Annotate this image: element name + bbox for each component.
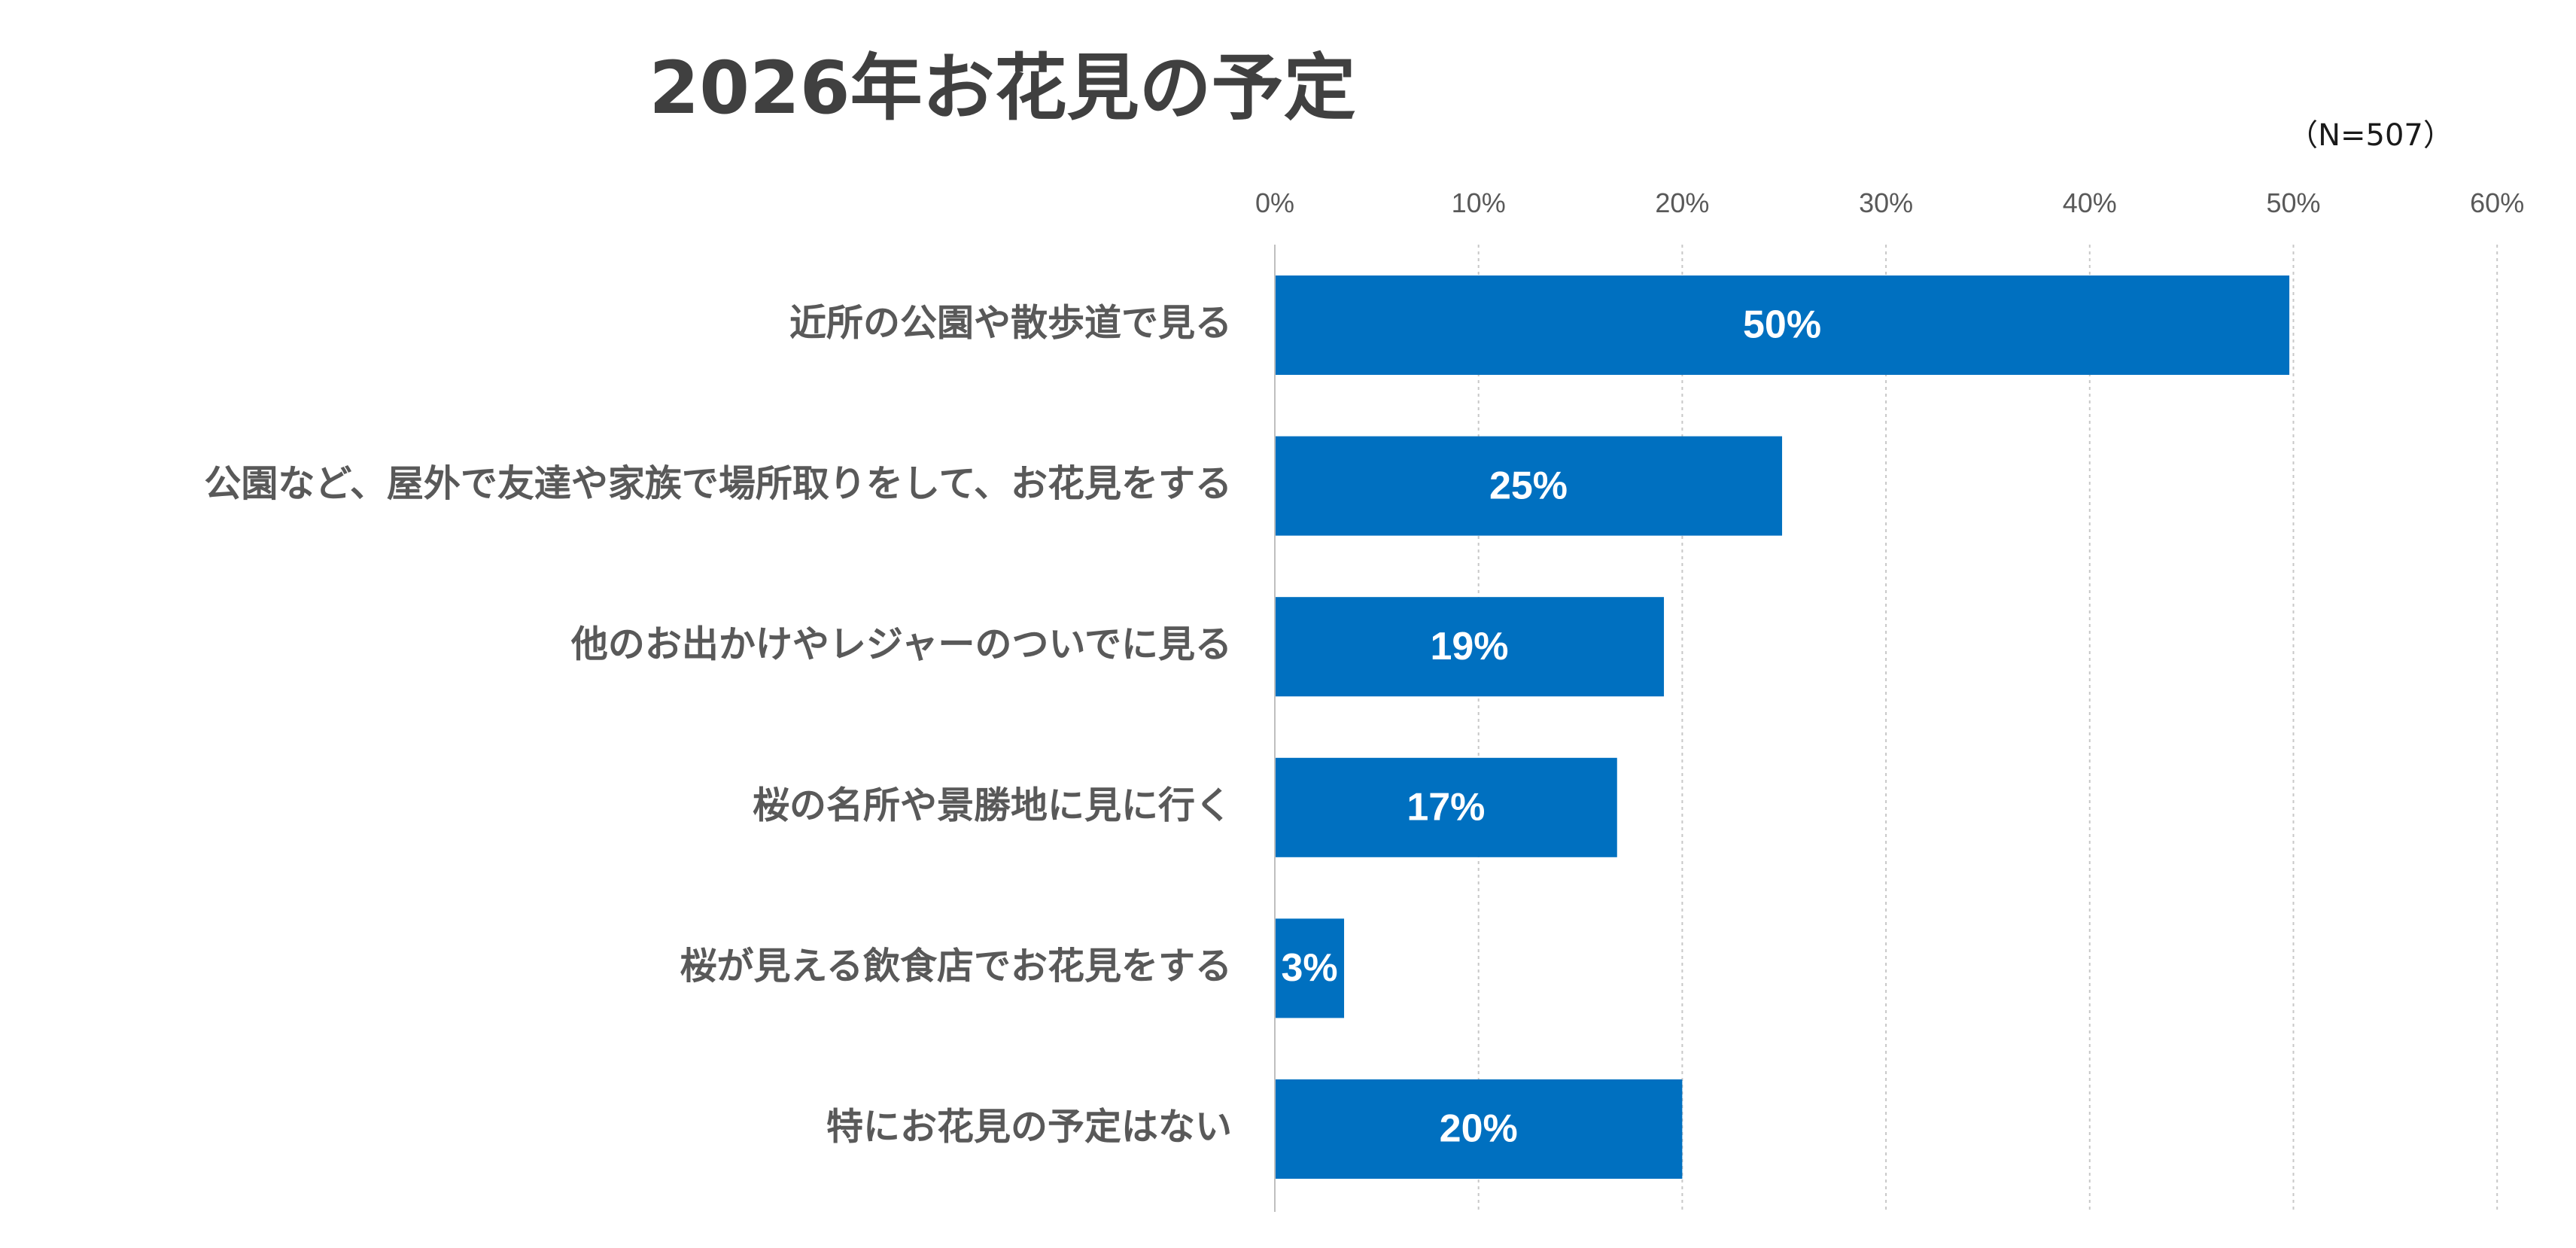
data-label: 19% <box>1430 625 1508 668</box>
x-axis-ticks: 0% 10% 20% 30% 40% 50% 60% <box>1255 187 2524 218</box>
data-labels: 50% 25% 19% 17% 3% 20% <box>1281 303 1821 1151</box>
data-label: 50% <box>1743 303 1821 347</box>
bar <box>1275 275 2290 375</box>
data-label: 25% <box>1489 464 1568 507</box>
gridlines <box>1477 245 2498 1212</box>
x-tick-label: 0% <box>1255 187 1294 218</box>
data-label: 17% <box>1407 786 1485 829</box>
bars <box>1275 275 2290 1179</box>
category-label: 他のお出かけやレジャーのついでに見る <box>570 623 1232 666</box>
bar <box>1275 1079 1683 1179</box>
chart-title: 2026年お花見の予定 <box>649 46 1355 130</box>
category-label: 桜の名所や景勝地に見に行く <box>753 784 1232 826</box>
bar <box>1275 436 1783 536</box>
bar <box>1275 757 1617 857</box>
data-label: 3% <box>1281 946 1337 990</box>
x-tick-label: 40% <box>2063 187 2117 218</box>
x-tick-label: 30% <box>1859 187 1913 218</box>
category-label: 近所の公園や散歩道で見る <box>789 302 1232 345</box>
x-tick-label: 10% <box>1452 187 1506 218</box>
bar <box>1275 918 1345 1018</box>
bar <box>1275 597 1665 697</box>
category-label: 特にお花見の予定はない <box>826 1106 1232 1149</box>
x-tick-label: 60% <box>2470 187 2524 218</box>
x-tick-label: 50% <box>2266 187 2320 218</box>
sample-size-note: （N=507） <box>2288 118 2453 153</box>
category-label: 公園など、屋外で友達や家族で場所取りをして、お花見をする <box>204 462 1232 505</box>
category-label: 桜が見える飲食店でお花見をする <box>680 945 1232 988</box>
data-label: 20% <box>1440 1107 1518 1151</box>
category-labels: 近所の公園や散歩道で見る公園など、屋外で友達や家族で場所取りをして、お花見をする… <box>204 302 1232 1149</box>
x-tick-label: 20% <box>1655 187 1709 218</box>
